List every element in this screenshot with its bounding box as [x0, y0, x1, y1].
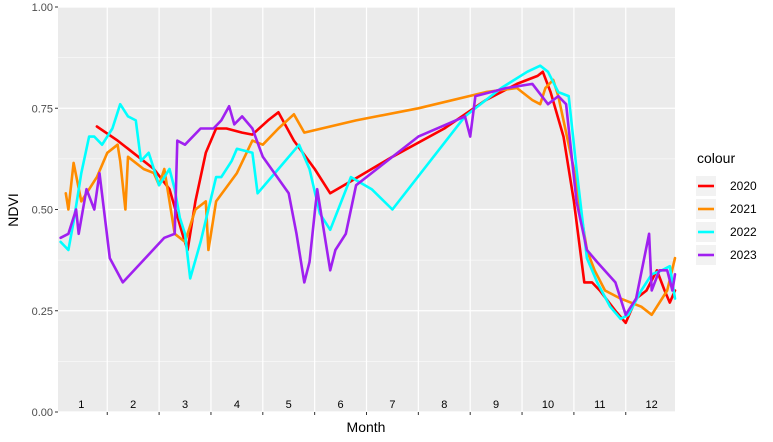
y-tick-label: 1.00	[32, 2, 53, 14]
x-axis-title: Month	[347, 419, 386, 435]
legend-title: colour	[697, 150, 735, 166]
month-label: 4	[234, 399, 240, 411]
month-label: 10	[542, 399, 554, 411]
grid-lines	[58, 6, 675, 413]
month-label: 12	[646, 399, 658, 411]
y-axis-title: NDVI	[5, 193, 21, 226]
series-lines	[59, 64, 677, 325]
y-tick-label: 0.75	[32, 103, 53, 115]
legend-label-2023: 2023	[730, 248, 757, 262]
y-tick-label: 0.50	[32, 205, 53, 217]
month-label: 8	[441, 399, 447, 411]
legend: colour 2020 2021 2022 2023	[696, 150, 757, 265]
x-axis: 1 2 3 4 5 6 7 8 9 10 11 12	[78, 399, 658, 415]
legend-label-2022: 2022	[730, 225, 757, 239]
month-label: 3	[182, 399, 188, 411]
legend-label-2020: 2020	[730, 179, 757, 193]
month-label: 7	[389, 399, 395, 411]
y-axis: 0.00 0.25 0.50 0.75 1.00	[32, 2, 58, 419]
month-label: 9	[493, 399, 499, 411]
y-tick-label: 0.00	[32, 407, 53, 419]
series-line-2023	[59, 82, 677, 317]
month-label: 6	[338, 399, 344, 411]
month-label: 2	[130, 399, 136, 411]
legend-label-2021: 2021	[730, 202, 757, 216]
month-label: 11	[594, 399, 605, 411]
month-label: 1	[78, 399, 84, 411]
y-tick-label: 0.25	[32, 306, 53, 318]
series-line-2022	[59, 64, 677, 321]
month-label: 5	[286, 399, 292, 411]
